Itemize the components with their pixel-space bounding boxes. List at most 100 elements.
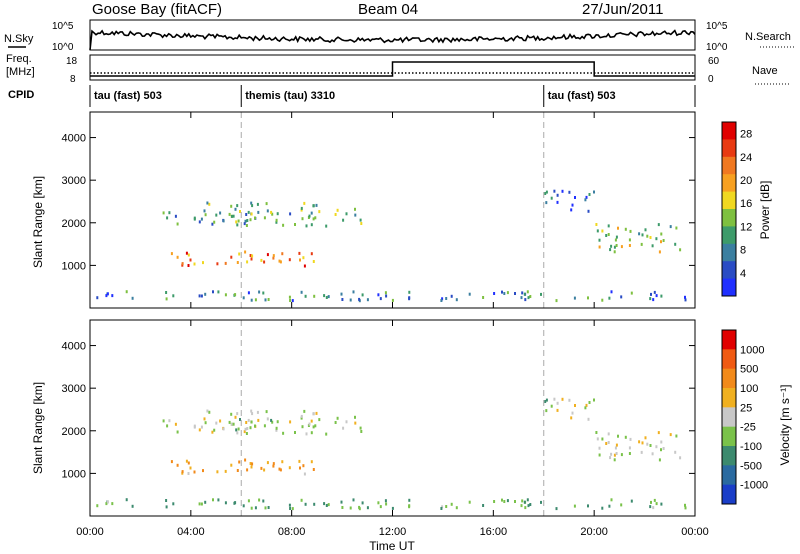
- scatter-cell: [203, 417, 206, 421]
- scatter-cell: [181, 471, 184, 475]
- colorbar-swatch: [722, 388, 736, 408]
- scatter-cell: [349, 506, 352, 510]
- scatter-cell: [200, 294, 203, 298]
- scatter-cell: [615, 443, 618, 447]
- scatter-cell: [249, 426, 252, 430]
- scatter-cell: [245, 213, 248, 216]
- scatter-cell: [245, 421, 248, 424]
- scatter-cell: [246, 260, 249, 264]
- scatter-cell: [652, 298, 655, 302]
- scatter-cell: [294, 223, 296, 226]
- scatter-cell: [224, 261, 227, 265]
- sky-left-tick-bottom: 10^0: [52, 42, 74, 53]
- scatter-cell: [224, 293, 227, 297]
- scatter-cell: [608, 296, 611, 300]
- scatter-cell: [684, 295, 686, 299]
- scatter-cell: [587, 209, 590, 213]
- scatter-cell: [598, 238, 601, 242]
- scatter-cell: [529, 295, 532, 298]
- scatter-cell: [219, 419, 222, 423]
- scatter-cell: [570, 416, 573, 420]
- scatter-cell: [193, 262, 196, 266]
- scatter-cell: [662, 447, 665, 450]
- scatter-cell: [644, 228, 647, 232]
- scatter-cell: [598, 446, 601, 450]
- scatter-cell: [653, 290, 656, 294]
- scatter-cell: [660, 440, 663, 444]
- scatter-cell: [352, 498, 355, 502]
- scatter-cell: [641, 441, 644, 445]
- scatter-cell: [628, 452, 631, 455]
- scatter-cell: [193, 470, 196, 474]
- scatter-cell: [264, 298, 267, 302]
- colorbar-swatch: [722, 174, 736, 193]
- scatter-cell: [206, 409, 209, 413]
- scatter-cell: [272, 462, 275, 466]
- scatter-cell: [657, 223, 660, 227]
- scatter-cell: [607, 441, 610, 444]
- scatter-cell: [660, 294, 663, 298]
- colorbar-tick-label: 500: [740, 364, 758, 376]
- scatter-cell: [312, 425, 315, 429]
- scatter-cell: [299, 466, 301, 470]
- scatter-cell: [445, 297, 448, 300]
- scatter-cell: [315, 411, 318, 415]
- scatter-cell: [450, 294, 453, 298]
- scatter-cell: [391, 506, 394, 510]
- scatter-cell: [359, 218, 362, 222]
- scatter-cell: [523, 292, 526, 296]
- scatter-cell: [249, 218, 252, 222]
- scatter-cell: [613, 245, 616, 249]
- scatter-cell: [216, 262, 219, 266]
- scatter-cell: [193, 425, 196, 429]
- scatter-cell: [304, 502, 307, 506]
- scatter-cell: [493, 292, 496, 295]
- scatter-cell: [272, 254, 275, 258]
- scatter-cell: [675, 226, 678, 230]
- scatter-cell: [358, 297, 361, 301]
- scatter-cell: [301, 425, 304, 429]
- scatter-cell: [545, 398, 548, 402]
- scatter-cell: [573, 296, 576, 300]
- scatter-cell: [359, 426, 362, 430]
- scatter-cell: [244, 427, 247, 431]
- scatter-cell: [217, 290, 220, 294]
- scatter-cell: [354, 421, 357, 425]
- scatter-cell: [650, 292, 652, 296]
- scatter-cell: [601, 437, 604, 441]
- scatter-cell: [262, 499, 265, 503]
- scatter-cell: [527, 504, 530, 508]
- scatter-cell: [249, 254, 252, 257]
- scatter-cell: [254, 424, 256, 428]
- scatter-cell: [267, 298, 270, 301]
- scatter-cell: [649, 297, 652, 301]
- x-tick-label: 00:00: [76, 526, 104, 538]
- scatter-cell: [638, 232, 641, 236]
- power-colorbar: 4 8 12 16 20 24 28: [721, 121, 752, 297]
- scatter-cell: [595, 223, 598, 226]
- sky-right-tick-bottom: 10^0: [706, 42, 728, 53]
- scatter-cell: [595, 431, 598, 434]
- scatter-cell: [247, 210, 250, 214]
- scatter-cell: [556, 200, 559, 204]
- scatter-cell: [203, 209, 206, 213]
- scatter-cell: [325, 224, 328, 228]
- scatter-cell: [105, 502, 108, 506]
- colorbar-swatch: [722, 156, 736, 175]
- scatter-cell: [561, 189, 564, 193]
- colorbar-swatch: [722, 226, 736, 245]
- scatter-cell: [361, 501, 364, 505]
- scatter-cell: [300, 208, 303, 212]
- scatter-cell: [198, 502, 201, 506]
- power-panel: 1000 2000 3000 4000 Slant Range [km] 4 8 12 16…: [31, 111, 772, 309]
- scatter-cell: [614, 238, 617, 242]
- scatter-cell: [610, 452, 613, 456]
- scatter-cell: [298, 459, 301, 463]
- scatter-cell: [204, 500, 207, 504]
- scatter-cell: [556, 408, 559, 412]
- scatter-cell: [251, 412, 254, 416]
- scatter-cell: [234, 501, 237, 505]
- colorbar-swatch: [722, 349, 736, 370]
- scatter-cell: [230, 214, 233, 218]
- colorbar-swatch: [722, 368, 736, 389]
